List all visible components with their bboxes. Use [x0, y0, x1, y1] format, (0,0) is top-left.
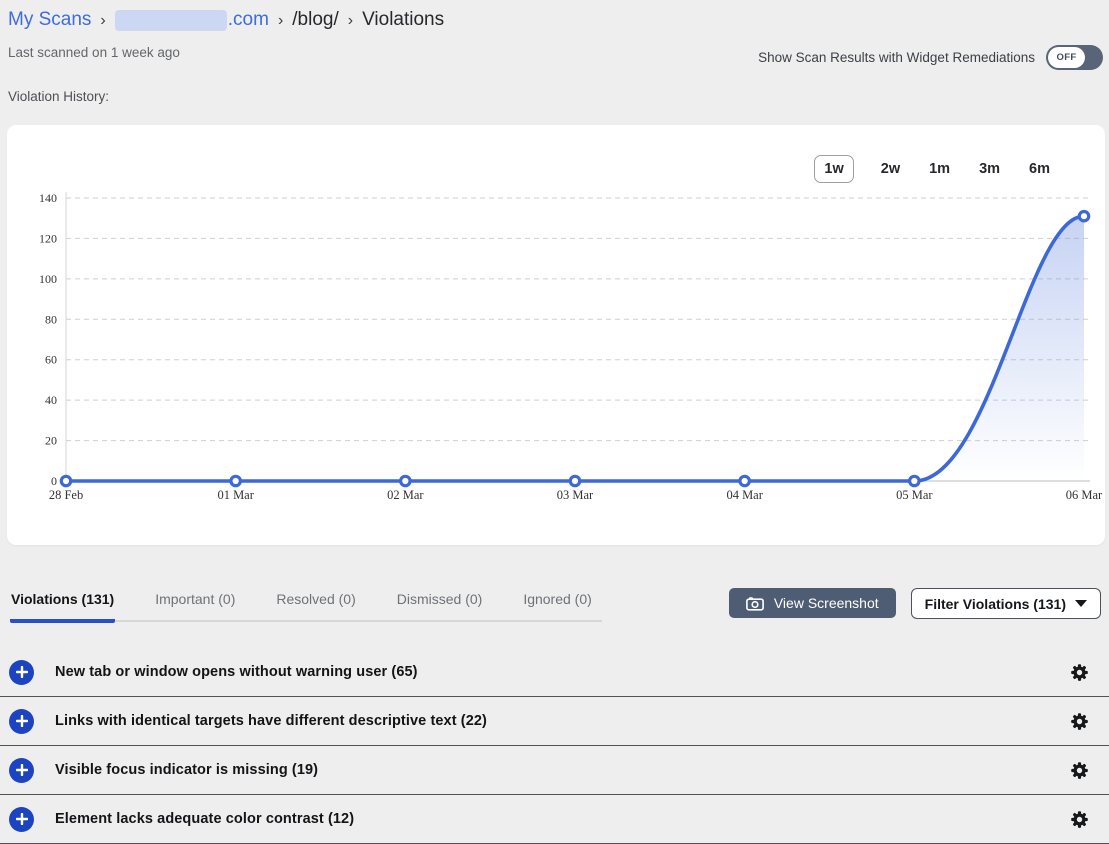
svg-text:02 Mar: 02 Mar	[387, 488, 424, 502]
violation-row[interactable]: Links with identical targets have differ…	[0, 697, 1109, 746]
svg-text:06 Mar: 06 Mar	[1066, 488, 1103, 502]
violation-settings-button[interactable]	[1068, 661, 1090, 683]
camera-icon	[745, 596, 764, 611]
domain-suffix: .com	[227, 9, 269, 30]
violation-settings-button[interactable]	[1068, 759, 1090, 781]
gear-icon	[1070, 712, 1088, 730]
breadcrumb-current-page: Violations	[362, 9, 445, 30]
tab-resolved[interactable]: Resolved (0)	[275, 589, 356, 620]
widget-remediations-toggle[interactable]: OFF	[1046, 45, 1103, 70]
violation-row-label: Element lacks adequate color contrast (1…	[55, 811, 355, 827]
range-button-6m[interactable]: 6m	[1027, 156, 1052, 182]
gear-icon	[1070, 810, 1088, 828]
breadcrumb: My Scans › .com › /blog/ › Violations	[8, 9, 444, 31]
violation-row-label: New tab or window opens without warning …	[55, 664, 418, 680]
violation-settings-button[interactable]	[1068, 710, 1090, 732]
svg-text:20: 20	[45, 434, 57, 448]
svg-text:120: 120	[39, 231, 57, 245]
svg-text:80: 80	[45, 312, 57, 326]
expand-violation-button[interactable]	[9, 806, 34, 832]
list-actions: View Screenshot Filter Violations (131)	[728, 588, 1101, 619]
violation-row[interactable]: Element lacks adequate color contrast (1…	[0, 795, 1109, 844]
range-button-3m[interactable]: 3m	[977, 156, 1002, 182]
line-chart-svg: 0 20 40 60 80 100 120 140 28 Feb 01 Mar 02 Mar 03 M…	[39, 191, 1103, 502]
range-button-2w[interactable]: 2w	[879, 156, 902, 182]
plus-icon	[15, 715, 28, 727]
svg-text:40: 40	[45, 393, 57, 407]
range-button-1m[interactable]: 1m	[927, 156, 952, 182]
tab-important[interactable]: Important (0)	[154, 589, 236, 620]
breadcrumb-separator: ›	[347, 12, 354, 29]
breadcrumb-domain-link[interactable]: .com	[114, 9, 269, 31]
plus-icon	[15, 813, 28, 825]
svg-text:01 Mar: 01 Mar	[217, 488, 254, 502]
violation-row[interactable]: New tab or window opens without warning …	[0, 648, 1109, 697]
gear-icon	[1070, 663, 1088, 681]
breadcrumb-separator: ›	[100, 12, 106, 29]
svg-text:60: 60	[45, 353, 57, 367]
view-screenshot-label: View Screenshot	[773, 595, 879, 611]
redacted-domain	[114, 9, 227, 31]
tab-ignored[interactable]: Ignored (0)	[522, 589, 592, 620]
toggle-label: Show Scan Results with Widget Remediatio…	[758, 50, 1035, 65]
svg-text:0: 0	[51, 474, 57, 488]
breadcrumb-separator: ›	[277, 12, 284, 29]
plus-icon	[15, 764, 28, 776]
view-screenshot-button[interactable]: View Screenshot	[728, 588, 896, 618]
svg-text:140: 140	[39, 191, 57, 205]
svg-text:03 Mar: 03 Mar	[557, 488, 594, 502]
violation-tabs: Violations (131) Important (0) Resolved …	[10, 589, 602, 623]
violation-history-label: Violation History:	[8, 89, 110, 104]
tab-dismissed[interactable]: Dismissed (0)	[396, 589, 484, 620]
toggle-state-text: OFF	[1048, 47, 1085, 68]
svg-text:28 Feb: 28 Feb	[49, 488, 83, 502]
svg-text:100: 100	[39, 272, 57, 286]
widget-remediations-toggle-row: Show Scan Results with Widget Remediatio…	[758, 45, 1103, 70]
range-button-1w[interactable]: 1w	[814, 155, 854, 183]
expand-violation-button[interactable]	[9, 659, 34, 685]
violations-list: New tab or window opens without warning …	[0, 648, 1109, 844]
last-scanned-text: Last scanned on 1 week ago	[8, 45, 180, 60]
filter-violations-dropdown[interactable]: Filter Violations (131)	[910, 588, 1101, 619]
gear-icon	[1070, 761, 1088, 779]
violation-row-label: Links with identical targets have differ…	[55, 713, 487, 729]
breadcrumb-my-scans-link[interactable]: My Scans	[8, 9, 92, 30]
chevron-down-icon	[1075, 600, 1087, 607]
time-range-selector: 1w 2w 1m 3m 6m	[814, 155, 1052, 183]
plus-icon	[15, 666, 28, 678]
expand-violation-button[interactable]	[9, 757, 34, 783]
violation-history-chart: 0 20 40 60 80 100 120 140 28 Feb 01 Mar 02 Mar 03 M…	[30, 185, 1105, 515]
violation-settings-button[interactable]	[1068, 808, 1090, 830]
violation-row-label: Visible focus indicator is missing (19)	[55, 762, 319, 778]
breadcrumb-path-link[interactable]: /blog/	[292, 9, 339, 30]
svg-text:04 Mar: 04 Mar	[726, 488, 763, 502]
filter-violations-label: Filter Violations (131)	[924, 595, 1066, 612]
violation-row[interactable]: Visible focus indicator is missing (19)	[0, 746, 1109, 795]
tab-violations[interactable]: Violations (131)	[10, 589, 116, 623]
violation-history-panel: 1w 2w 1m 3m 6m 0 20 40 60 80 100 120 140 28 Feb 0…	[7, 125, 1105, 545]
svg-text:05 Mar: 05 Mar	[896, 488, 933, 502]
expand-violation-button[interactable]	[9, 708, 34, 734]
